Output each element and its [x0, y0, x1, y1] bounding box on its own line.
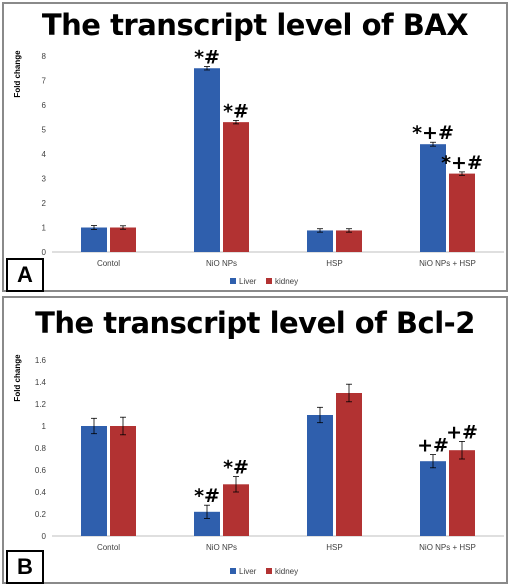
bar-kidney — [110, 227, 136, 252]
legend-label: kidney — [275, 567, 298, 576]
bar-liver — [307, 415, 333, 536]
y-tick-label: 1.4 — [35, 378, 47, 387]
bar-kidney — [336, 230, 362, 252]
y-tick-label: 0.4 — [35, 488, 47, 497]
y-tick-label: 0.6 — [35, 466, 47, 475]
bar-liver — [420, 144, 446, 252]
bar-liver — [81, 426, 107, 536]
significance-label: *# — [194, 47, 220, 69]
legend-swatch-kidney — [266, 278, 272, 284]
chart-title: The transcript level of BAX — [41, 8, 469, 42]
bar-liver — [81, 227, 107, 252]
y-tick-label: 1 — [42, 224, 47, 233]
significance-label: +# — [417, 435, 449, 457]
x-tick-label: NiO NPs — [206, 259, 237, 268]
bar-liver — [194, 68, 220, 252]
chart-title: The transcript level of Bcl-2 — [35, 306, 475, 340]
x-tick-label: Contol — [97, 259, 120, 268]
y-axis-label: Fold change — [13, 354, 22, 402]
panel-label: A — [6, 258, 44, 292]
x-tick-label: NiO NPs — [206, 543, 237, 552]
y-tick-label: 1 — [42, 422, 47, 431]
y-tick-label: 6 — [42, 101, 47, 110]
legend-swatch-liver — [230, 568, 236, 574]
bar-liver — [420, 461, 446, 536]
y-tick-label: 7 — [42, 77, 47, 86]
significance-label: +# — [446, 421, 478, 443]
y-tick-label: 3 — [42, 175, 47, 184]
bar-liver — [307, 230, 333, 252]
x-tick-label: HSP — [326, 259, 342, 268]
y-tick-label: 0.8 — [35, 444, 47, 453]
legend-swatch-kidney — [266, 568, 272, 574]
y-tick-label: 0.2 — [35, 510, 47, 519]
y-tick-label: 1.6 — [35, 356, 47, 365]
legend-label: Liver — [239, 567, 257, 576]
y-tick-label: 5 — [42, 126, 47, 135]
y-tick-label: 2 — [42, 199, 47, 208]
significance-label: *+# — [412, 122, 454, 144]
bar-chart-bcl2: 0 0.2 0.4 0.6 0.8 1 1.2 1.4 1.6 Fold change Contol… — [13, 354, 504, 576]
legend-label: kidney — [275, 277, 298, 286]
bar-kidney — [223, 122, 249, 253]
significance-label: *# — [223, 100, 249, 122]
x-tick-label: NiO NPs + HSP — [419, 543, 476, 552]
chart-panel-bcl2: The transcript level of Bcl-2 0 0.2 0.4 0.6… — [2, 296, 508, 584]
x-tick-label: HSP — [326, 543, 342, 552]
x-tick-label: Contol — [97, 543, 120, 552]
bar-kidney — [449, 173, 475, 252]
bar-kidney — [449, 450, 475, 536]
significance-label: *# — [194, 485, 220, 507]
panel-label: B — [6, 550, 44, 584]
y-tick-label: 4 — [42, 150, 47, 159]
bar-kidney — [336, 393, 362, 536]
y-tick-label: 8 — [42, 52, 47, 61]
y-tick-label: 0 — [42, 248, 47, 257]
bar-kidney — [110, 426, 136, 536]
y-tick-label: 0 — [42, 532, 47, 541]
legend-swatch-liver — [230, 278, 236, 284]
y-axis-label: Fold change — [13, 50, 22, 98]
chart-panel-bax: The transcript level of BAX 0 1 2 3 4 5 6 7 8 Fol… — [2, 2, 508, 292]
bar-kidney — [223, 484, 249, 536]
significance-label: *# — [223, 457, 249, 479]
x-tick-label: NiO NPs + HSP — [419, 259, 476, 268]
legend-label: Liver — [239, 277, 257, 286]
y-tick-label: 1.2 — [35, 400, 47, 409]
bar-chart-bax: 0 1 2 3 4 5 6 7 8 Fold change Contol *# *# NiO NPs HSP… — [13, 47, 504, 286]
significance-label: *+# — [441, 152, 483, 174]
